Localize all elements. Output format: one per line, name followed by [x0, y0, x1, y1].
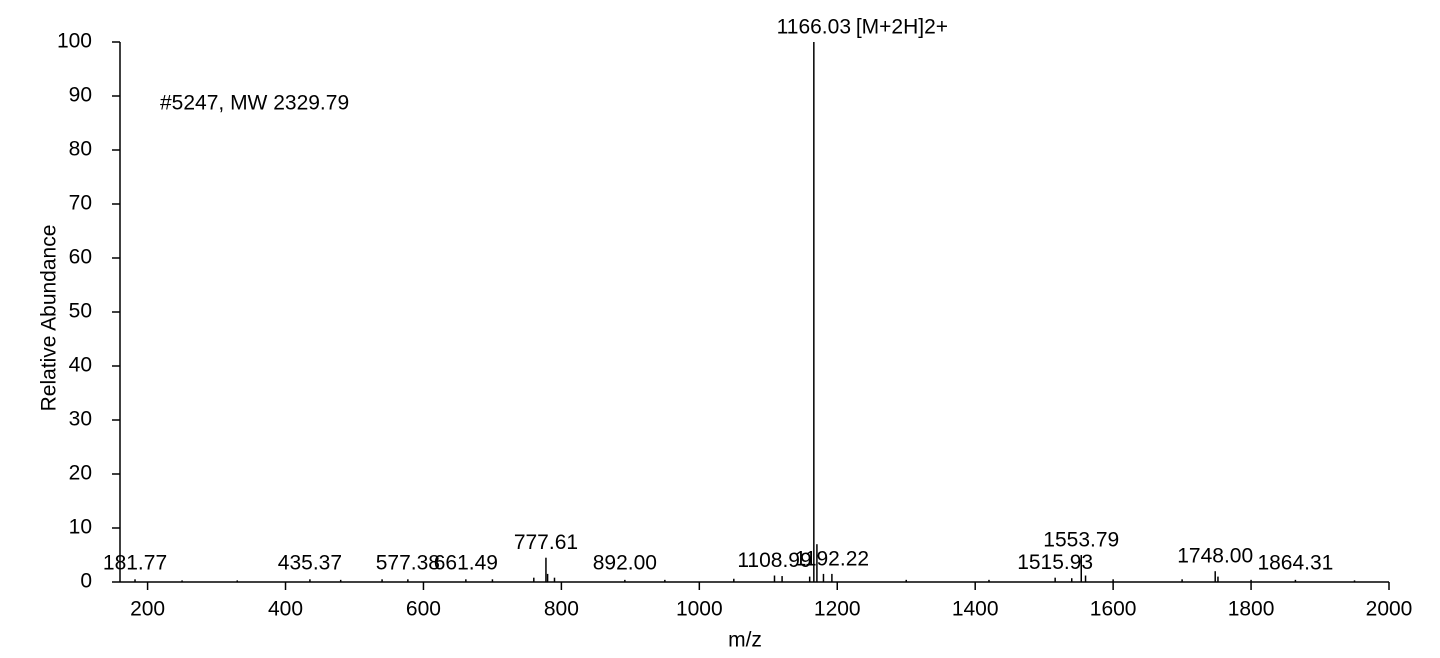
peak-label: 1748.00	[1177, 545, 1253, 568]
x-axis-label: m/z	[728, 629, 762, 652]
y-axis-label: Relative Abundance	[38, 225, 61, 412]
y-tick-label: 50	[69, 300, 92, 323]
x-tick-label: 1800	[1228, 598, 1275, 621]
y-tick-label: 10	[69, 516, 92, 539]
y-tick-label: 20	[69, 462, 92, 485]
peak-label: 892.00	[593, 552, 657, 575]
peak-label: 1515.93	[1017, 551, 1093, 574]
peak-label: 1553.79	[1043, 529, 1119, 552]
x-tick-label: 800	[544, 598, 579, 621]
annotation: #5247, MW 2329.79	[160, 92, 349, 115]
y-tick-label: 30	[69, 408, 92, 431]
peak-label: 1166.03	[777, 16, 851, 39]
x-tick-label: 200	[130, 598, 165, 621]
y-tick-label: 60	[69, 246, 92, 269]
x-tick-label: 1000	[676, 598, 723, 621]
peak-label: 1192.22	[795, 547, 869, 570]
y-tick-label: 40	[69, 354, 92, 377]
peak-annotation: [M+2H]2+	[856, 16, 948, 39]
peak-label: 181.77	[103, 552, 167, 575]
y-tick-label: 100	[57, 30, 92, 53]
peak-label: 1108.99	[737, 549, 811, 572]
x-tick-label: 1400	[952, 598, 999, 621]
y-tick-label: 70	[69, 192, 92, 215]
peak-label: 1864.31	[1257, 552, 1333, 575]
y-tick-label: 0	[80, 570, 92, 593]
peak-label: 435.37	[278, 552, 342, 575]
x-tick-label: 400	[268, 598, 303, 621]
x-tick-label: 600	[406, 598, 441, 621]
x-tick-label: 2000	[1366, 598, 1413, 621]
y-tick-label: 80	[69, 138, 92, 161]
x-tick-label: 1600	[1090, 598, 1137, 621]
y-tick-label: 90	[69, 84, 92, 107]
x-tick-label: 1200	[814, 598, 861, 621]
peak-label: 777.61	[514, 531, 578, 554]
peak-label: 661.49	[434, 552, 498, 575]
peak-label: 577.38	[376, 552, 440, 575]
